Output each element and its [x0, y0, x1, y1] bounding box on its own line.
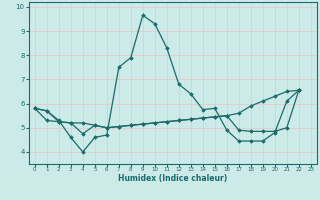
X-axis label: Humidex (Indice chaleur): Humidex (Indice chaleur) — [118, 174, 228, 183]
